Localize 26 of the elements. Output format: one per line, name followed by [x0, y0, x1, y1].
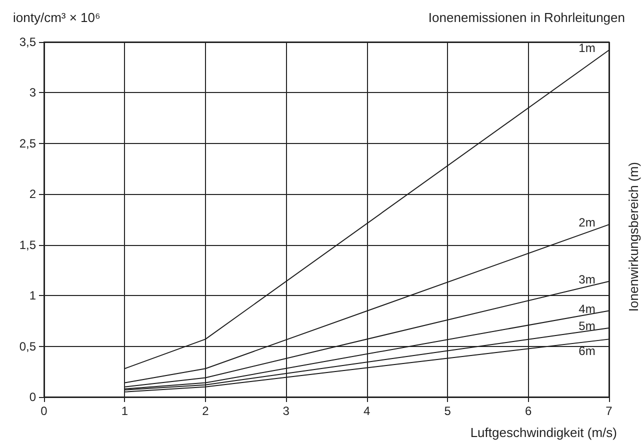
series-label: 2m	[578, 216, 596, 230]
x-tick-label: 1	[121, 404, 128, 418]
x-tick-label: 3	[282, 404, 290, 418]
y-tick-label: 0,5	[19, 339, 36, 354]
y-tick-label: 1	[29, 288, 36, 303]
series-label: 5m	[578, 319, 596, 334]
series-label: 3m	[578, 272, 596, 286]
y-tick-label: 2	[29, 187, 36, 202]
series-label: 6m	[578, 344, 596, 358]
x-tick-label: 6	[524, 404, 532, 418]
y-tick-label: 3	[29, 86, 36, 100]
x-tick-label: 7	[606, 404, 613, 418]
y-tick-label: 3,5	[19, 35, 36, 49]
y-tick-label: 0	[29, 390, 36, 404]
y2-axis-title: Ionenwirkungsbereich (m)	[626, 162, 641, 312]
x-axis-title: Luftgeschwindigkeit (m/s)	[470, 425, 618, 440]
x-tick-label: 2	[202, 404, 210, 418]
series-label: 1m	[578, 41, 596, 56]
y-tick-label: 1,5	[19, 238, 36, 252]
y-axis-title: ionty/cm³ × 10⁶	[13, 10, 100, 25]
x-tick-label: 4	[364, 404, 371, 418]
y-tick-label: 2,5	[19, 136, 36, 150]
chart-title: Ionenemissionen in Rohrleitungen	[428, 10, 626, 25]
series-label: 4m	[578, 302, 596, 316]
x-tick-label: 0	[40, 404, 48, 418]
x-tick-label: 5	[444, 404, 452, 418]
